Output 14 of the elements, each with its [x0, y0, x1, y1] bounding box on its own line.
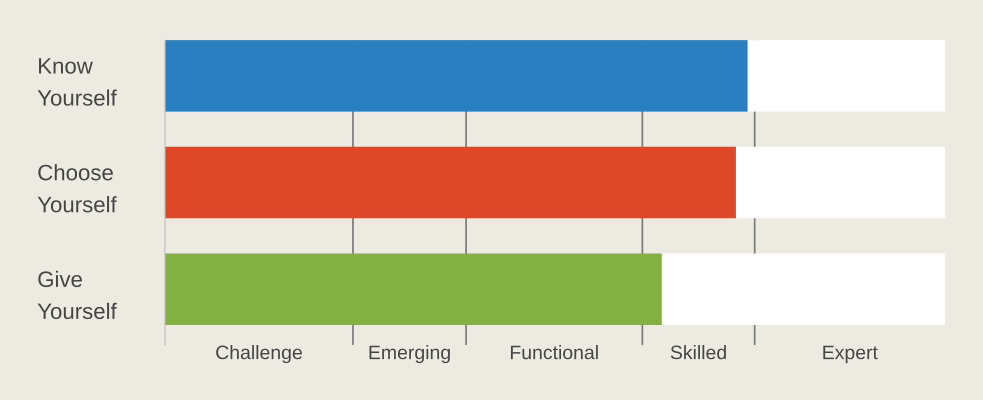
bar: [165, 146, 736, 218]
annotation: Challenge: [216, 345, 302, 364]
bar: [736, 146, 945, 218]
annotation: Skilled: [670, 345, 726, 360]
y-tick-label: Give Yourself: [38, 270, 117, 320]
y-tick-label: Know Yourself: [38, 58, 117, 106]
annotation: Functional: [510, 345, 598, 360]
bar: [748, 40, 945, 112]
y-tick-label: Choose Yourself: [38, 164, 117, 212]
bar: [165, 253, 662, 325]
text: Expert: [823, 346, 878, 364]
bar: [662, 253, 945, 325]
bar: [165, 40, 748, 112]
annotation: Emerging: [370, 345, 450, 364]
